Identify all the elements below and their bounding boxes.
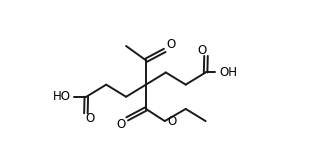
Text: O: O [85, 112, 94, 125]
Text: OH: OH [220, 66, 238, 79]
Text: O: O [167, 115, 177, 128]
Text: HO: HO [53, 90, 71, 103]
Text: O: O [116, 118, 125, 131]
Text: O: O [167, 38, 176, 51]
Text: O: O [198, 44, 207, 57]
